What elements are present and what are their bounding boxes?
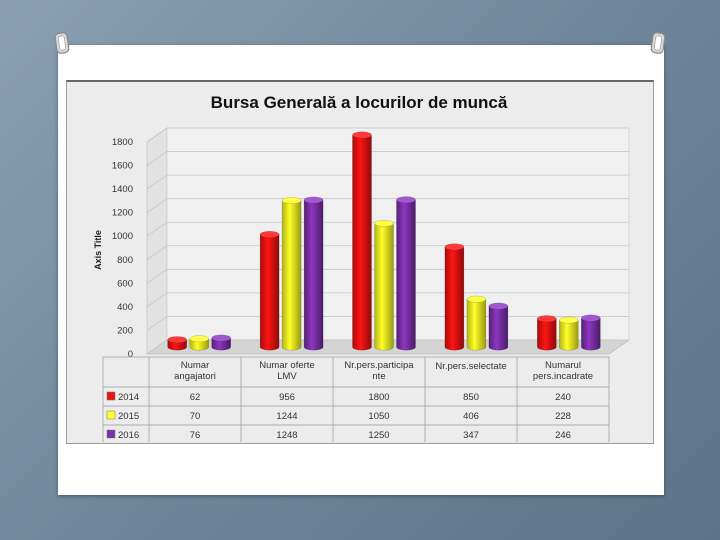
gridline: [146, 221, 629, 237]
y-tick-label: 1800: [112, 137, 133, 148]
data-label: 406: [463, 411, 479, 422]
y-axis-title: Axis Title: [93, 230, 103, 270]
y-tick-label: 600: [117, 278, 133, 289]
data-label: 228: [555, 411, 571, 422]
bar: [537, 315, 557, 351]
bar: [352, 131, 372, 351]
bar: [396, 196, 416, 351]
y-tick-label: 400: [117, 302, 133, 313]
bar: [281, 197, 302, 351]
y-tick-label: 0: [128, 349, 133, 360]
chart-frame: Bursa Generală a locurilor de muncă Axis…: [66, 80, 654, 445]
bar-chart: Bursa Generală a locurilor de muncă Axis…: [93, 93, 630, 445]
x-category-label: Numar: [181, 360, 210, 371]
pushpin-left-icon: [54, 32, 70, 54]
bar: [466, 295, 487, 351]
gridline: [146, 292, 629, 308]
x-category-label: nte: [372, 371, 385, 382]
data-label: 1248: [276, 430, 297, 441]
gridline: [146, 174, 629, 190]
bar: [374, 219, 394, 351]
y-tick-label: 1600: [112, 161, 133, 172]
bar: [189, 335, 209, 351]
bar: [167, 336, 187, 351]
legend-label: 2016: [118, 430, 139, 441]
data-label: 850: [463, 392, 479, 403]
x-category-label: angajatori: [174, 371, 216, 382]
data-label: 240: [555, 392, 571, 403]
bar: [303, 196, 324, 351]
data-label: 246: [555, 430, 571, 441]
x-category-label: LMV: [277, 371, 297, 382]
data-label: 1250: [368, 430, 389, 441]
bar: [559, 316, 579, 351]
side-wall: [146, 127, 168, 355]
y-tick-label: 800: [117, 255, 133, 266]
gridline: [146, 268, 629, 284]
data-label: 956: [279, 392, 295, 403]
legend-key: [106, 391, 116, 401]
x-category-label: Numar oferte: [259, 360, 314, 371]
bar: [259, 230, 280, 351]
x-category-label: Nr.pers.participa: [344, 360, 414, 371]
bar: [488, 302, 509, 351]
bar: [581, 314, 601, 351]
bar: [211, 334, 231, 351]
gridline: [146, 245, 629, 261]
legend-key: [106, 429, 116, 439]
y-tick-label: 200: [117, 325, 133, 336]
data-label: 1050: [368, 411, 389, 422]
legend-key: [106, 410, 116, 420]
data-label: 62: [190, 392, 201, 403]
x-category-label: Numarul: [545, 360, 581, 371]
legend-label: 2014: [118, 392, 139, 403]
bar: [444, 243, 465, 351]
y-tick-label: 1400: [112, 184, 133, 195]
y-tick-label: 1200: [112, 208, 133, 219]
legend-label: 2015: [118, 411, 139, 422]
data-label: 1800: [368, 392, 389, 403]
data-label: 347: [463, 430, 479, 441]
data-label: 76: [190, 430, 201, 441]
gridline: [146, 127, 629, 143]
pushpin-right-icon: [650, 32, 666, 54]
y-tick-label: 1000: [112, 231, 133, 242]
data-label: 70: [190, 411, 201, 422]
x-category-label: Nr.pers.selectate: [435, 361, 506, 372]
gridline: [146, 151, 629, 166]
gridline: [146, 198, 629, 213]
data-label: 1244: [276, 411, 297, 422]
chart-title: Bursa Generală a locurilor de muncă: [211, 93, 508, 112]
x-category-label: pers.incadrate: [533, 371, 593, 382]
